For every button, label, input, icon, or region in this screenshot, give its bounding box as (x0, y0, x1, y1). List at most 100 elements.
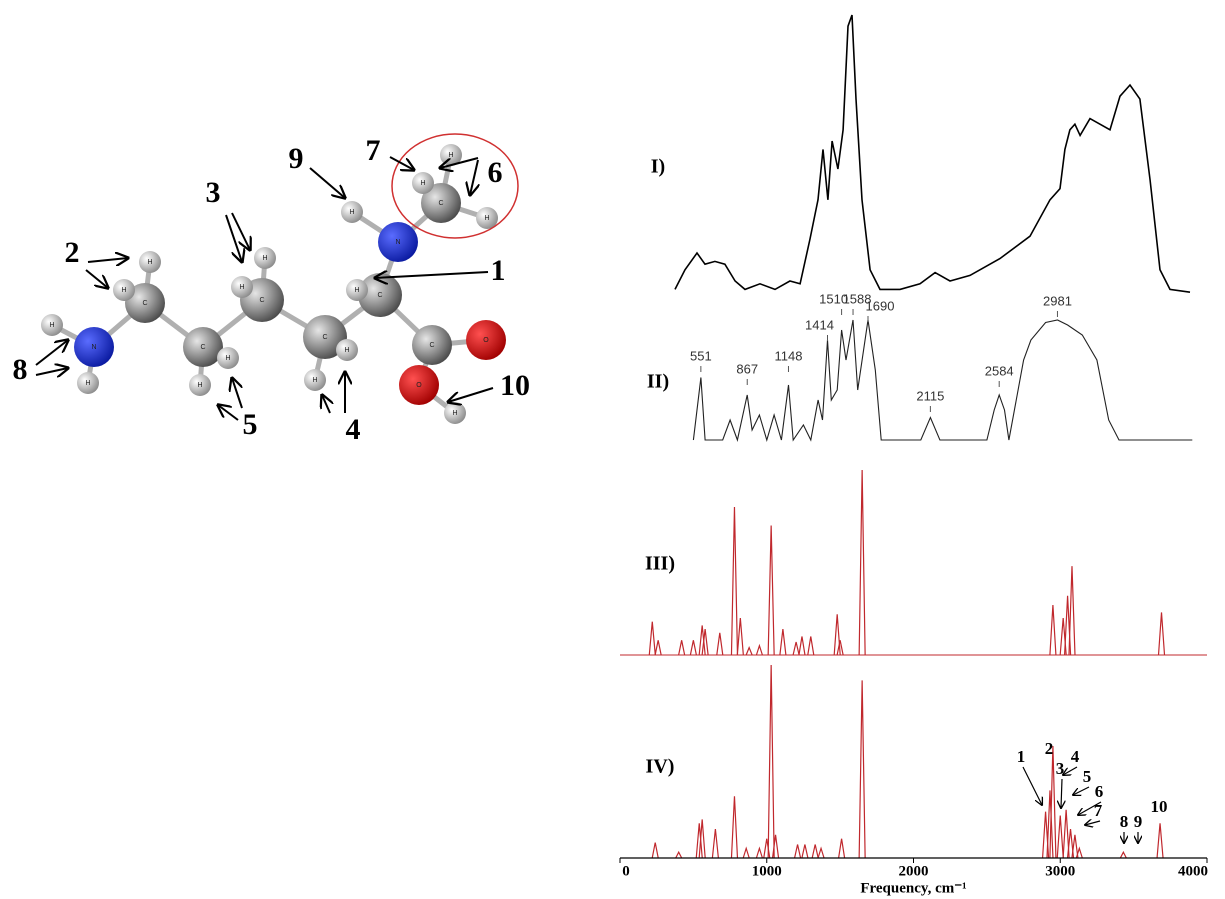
atom-group-label: 2 (65, 236, 80, 269)
arrow (1061, 779, 1062, 808)
x-tick-label: 0 (622, 863, 630, 879)
mode-label: 5 (1083, 767, 1092, 786)
spectrum-peak (756, 646, 762, 655)
atom-label: C (377, 292, 382, 299)
atom-label: H (349, 209, 354, 216)
atom-label: O (416, 382, 422, 389)
spectrum-peak (676, 852, 682, 858)
mode-label: 2 (1045, 739, 1054, 758)
panel-label: I) (651, 156, 665, 178)
arrow (1085, 821, 1100, 825)
mode-label: 6 (1095, 782, 1104, 801)
atom-label: H (344, 347, 349, 354)
spectrum-peak (812, 844, 818, 858)
peak-label: 1690 (866, 298, 895, 313)
atom-label: H (121, 287, 126, 294)
arrow (1073, 787, 1089, 795)
peak-label: 867 (736, 361, 758, 376)
atom-label: C (429, 342, 434, 349)
peak-label: 2981 (1043, 293, 1072, 308)
atom-label: H (420, 180, 425, 187)
spectrum-peak (679, 640, 685, 655)
atom-group-label: 10 (500, 369, 530, 402)
spectrum-line (693, 320, 1192, 440)
mode-label: 1 (1017, 747, 1026, 766)
mode-label: 9 (1134, 812, 1143, 831)
spectrum-peak (649, 622, 655, 655)
spectrum-peak (768, 665, 774, 858)
atom-label: C (200, 344, 205, 351)
peak-label: 2115 (916, 388, 944, 403)
spectrum-line (675, 15, 1190, 292)
spectrum-peak (1069, 566, 1075, 655)
spectrum-peak (655, 640, 661, 655)
spectrum-peak (652, 843, 658, 858)
atom-label: H (49, 322, 54, 329)
mode-label: 4 (1071, 747, 1080, 766)
arrow (310, 168, 345, 198)
arrow (390, 157, 414, 170)
spectrum-peak (1057, 816, 1063, 858)
atom-label: H (354, 287, 359, 294)
spectrum-peak (834, 614, 840, 655)
arrow (448, 388, 493, 402)
spectrum-peak (1120, 852, 1126, 858)
atom-label: N (395, 239, 400, 246)
mode-label: 7 (1094, 801, 1103, 820)
spectrum-peak (799, 637, 805, 656)
arrow (322, 395, 330, 413)
spectrum-peak (717, 633, 723, 655)
figure: NHHCHHCHHCHHCHHCHNHCHHHCOOH12345678910 I… (0, 0, 1225, 899)
spectrum-peak (818, 848, 824, 858)
atom-label: N (91, 344, 96, 351)
spectrum-peak (756, 848, 762, 858)
atom-label: H (484, 215, 489, 222)
peak-label: 551 (690, 348, 712, 363)
panel-label: III) (645, 553, 675, 575)
spectrum-peak (808, 637, 814, 656)
spectrum-peak (780, 629, 786, 655)
arrow (470, 160, 478, 195)
arrow (1023, 767, 1042, 805)
atom-label: C (142, 300, 147, 307)
arrow (232, 213, 250, 250)
atom-label: H (239, 284, 244, 291)
spectra: I)II)55186711481414151015881690211525842… (620, 15, 1208, 896)
atom-label: H (147, 259, 152, 266)
spectrum-peak (839, 839, 845, 858)
atom-label: H (452, 410, 457, 417)
atom-label: O (483, 337, 489, 344)
spectrum-peak (802, 844, 808, 858)
x-tick-label: 2000 (899, 863, 929, 879)
spectrum-peak (795, 844, 801, 858)
atom-label: H (197, 382, 202, 389)
x-axis-label: Frequency, cm⁻¹ (860, 880, 966, 896)
arrow (36, 340, 68, 365)
atom-group-label: 7 (366, 134, 381, 167)
spectrum-peak (731, 796, 737, 858)
arrow (226, 215, 242, 262)
mode-label: 8 (1120, 812, 1129, 831)
arrow (36, 368, 68, 375)
arrow (88, 258, 128, 262)
spectrum-peak (743, 848, 749, 858)
arrow (1063, 767, 1077, 775)
spectrum-peak (746, 648, 752, 655)
spectrum-peak (859, 680, 865, 858)
atom-label: H (312, 377, 317, 384)
x-tick-label: 4000 (1178, 863, 1208, 879)
atom-group-label: 5 (243, 408, 258, 441)
atom-label: H (262, 255, 267, 262)
atom-label: C (322, 334, 327, 341)
mode-label: 10 (1151, 797, 1168, 816)
atom-label: H (448, 152, 453, 159)
spectrum-peak (1050, 605, 1056, 655)
arrow (375, 272, 488, 278)
atom-group-label: 3 (206, 176, 221, 209)
x-tick-label: 1000 (752, 863, 782, 879)
spectrum-peak (768, 526, 774, 656)
spectrum-peak (712, 829, 718, 858)
peak-label: 1414 (805, 317, 834, 332)
spectrum-peak (731, 507, 737, 655)
atom-group-label: 9 (289, 142, 304, 175)
